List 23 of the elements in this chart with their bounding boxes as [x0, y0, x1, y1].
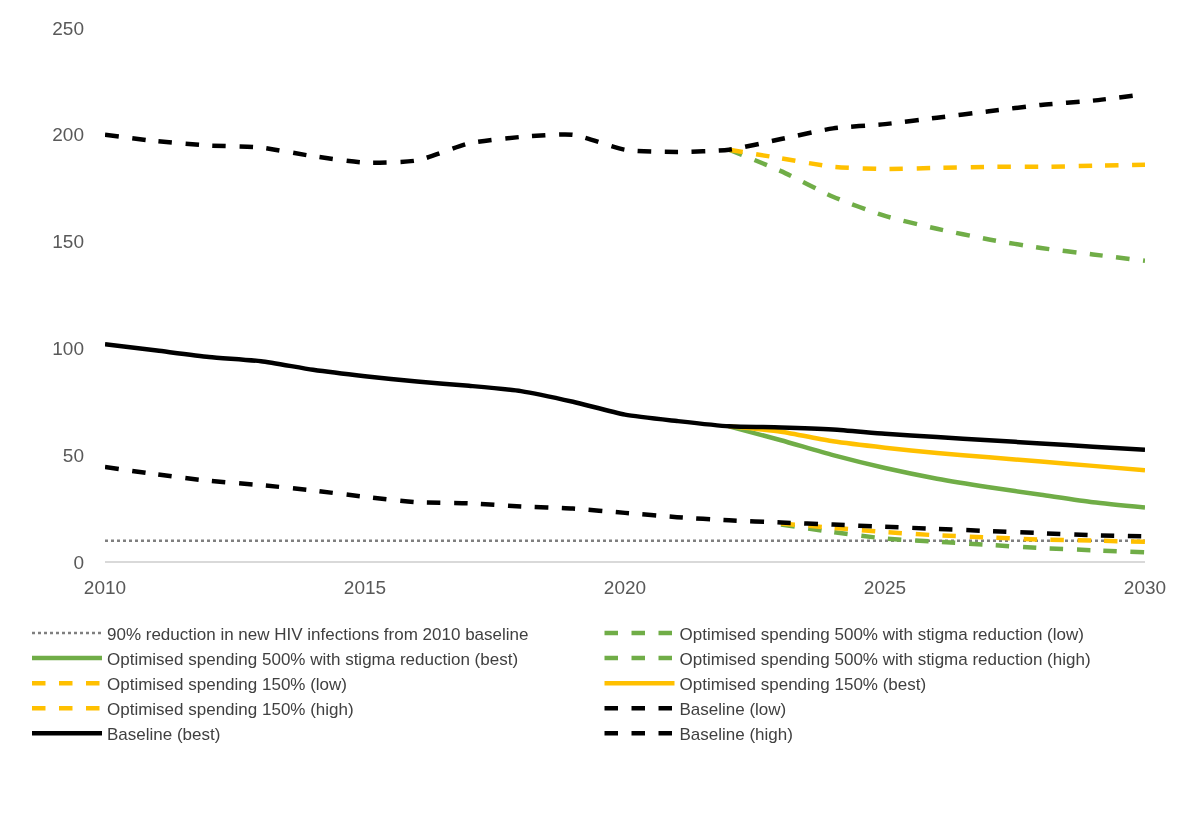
- y-tick-label: 150: [52, 231, 84, 253]
- y-tick-label: 0: [73, 551, 84, 573]
- legend-label: Optimised spending 150% (best): [679, 674, 927, 694]
- legend-label: Optimised spending 150% (high): [107, 699, 354, 719]
- legend-label: 90% reduction in new HIV infections from 2010 baseline: [107, 624, 529, 644]
- legend-label: Optimised spending 500% with stigma reduction (best): [107, 649, 519, 669]
- legend-label: Baseline (high): [679, 724, 793, 744]
- legend-label: Baseline (best): [107, 724, 221, 744]
- y-tick-label: 50: [62, 444, 84, 466]
- legend-label: Optimised spending 500% with stigma reduction (low): [679, 624, 1084, 644]
- x-tick-label: 2010: [83, 577, 127, 598]
- x-tick-label: 2020: [603, 577, 647, 598]
- legend-label: Baseline (low): [679, 699, 787, 719]
- y-tick-label: 200: [52, 124, 84, 146]
- legend-label: Optimised spending 500% with stigma reduction (high): [679, 649, 1091, 669]
- legend-label: Optimised spending 150% (low): [107, 674, 348, 694]
- line-series: [105, 341, 1145, 453]
- x-tick-label: 2030: [1123, 577, 1167, 598]
- y-tick-label: 250: [52, 17, 84, 39]
- line-series: [778, 521, 1145, 544]
- x-tick-label: 2015: [343, 577, 387, 598]
- y-tick-label: 100: [52, 338, 84, 360]
- x-tick-label: 2025: [863, 577, 907, 598]
